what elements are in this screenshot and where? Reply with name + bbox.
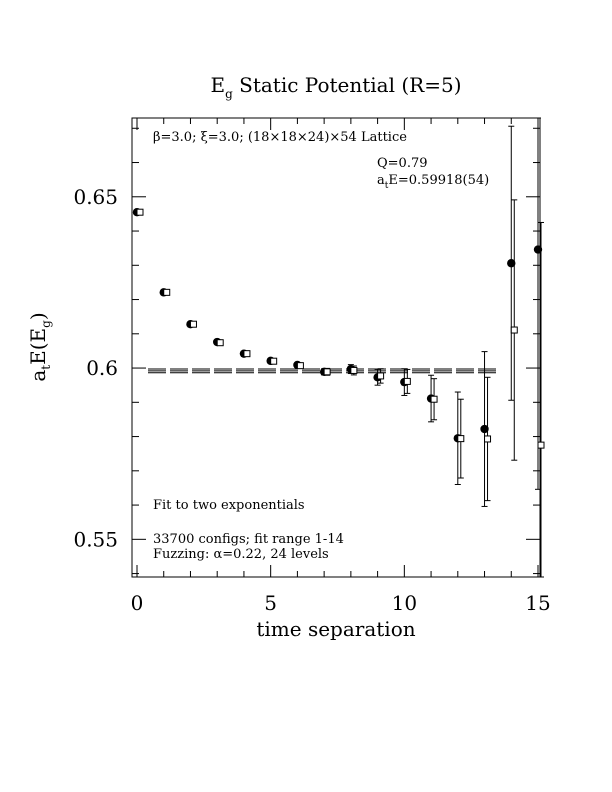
chart-title: Eg Static Potential (R=5) [210,73,461,101]
data-point [533,245,543,254]
data-point [243,350,251,358]
data-point [510,326,518,334]
data-point [189,320,197,328]
series-2 [136,199,545,578]
q-annotation: Q=0.79 [377,156,428,171]
data-point [163,288,171,296]
energy-annotation: atE=0.59918(54) [377,173,489,191]
data-point [296,362,304,370]
x-tick-label: 0 [131,591,144,615]
data-point [216,339,224,347]
data-point [537,441,545,449]
fit-annotation: Fit to two exponentials [153,498,305,513]
fit-band [148,368,498,374]
data-point [403,377,411,385]
y-tick-label: 0.6 [86,356,118,380]
plot-frame [131,117,541,578]
axis-tick-labels: 0 5 10 15 0.55 0.6 0.65 [73,185,550,615]
data-point [270,357,278,365]
configs-annotation: 33700 configs; fit range 1-14 [153,532,344,547]
lattice-annotation: β=3.0; ξ=3.0; (18×18×24)×54 Lattice [153,130,407,145]
data-point [377,372,385,380]
y-tick-label: 0.55 [73,527,118,551]
x-tick-label: 15 [525,591,550,615]
data-point [323,368,331,376]
x-tick-label: 10 [392,591,417,615]
data-point [484,435,492,443]
fuzzing-annotation: Fuzzing: α=0.22, 24 levels [153,547,329,562]
x-axis-label: time separation [256,617,415,641]
x-tick-label: 5 [264,591,277,615]
y-tick-label: 0.65 [73,185,118,209]
data-point [480,424,489,434]
data-point [350,366,358,374]
data-point [457,435,465,443]
data-series [132,117,545,578]
data-point [136,208,144,216]
data-point [507,259,516,268]
y-axis-label: atE(Eg) [26,312,53,381]
axis-ticks [132,118,540,577]
data-point [430,395,438,403]
